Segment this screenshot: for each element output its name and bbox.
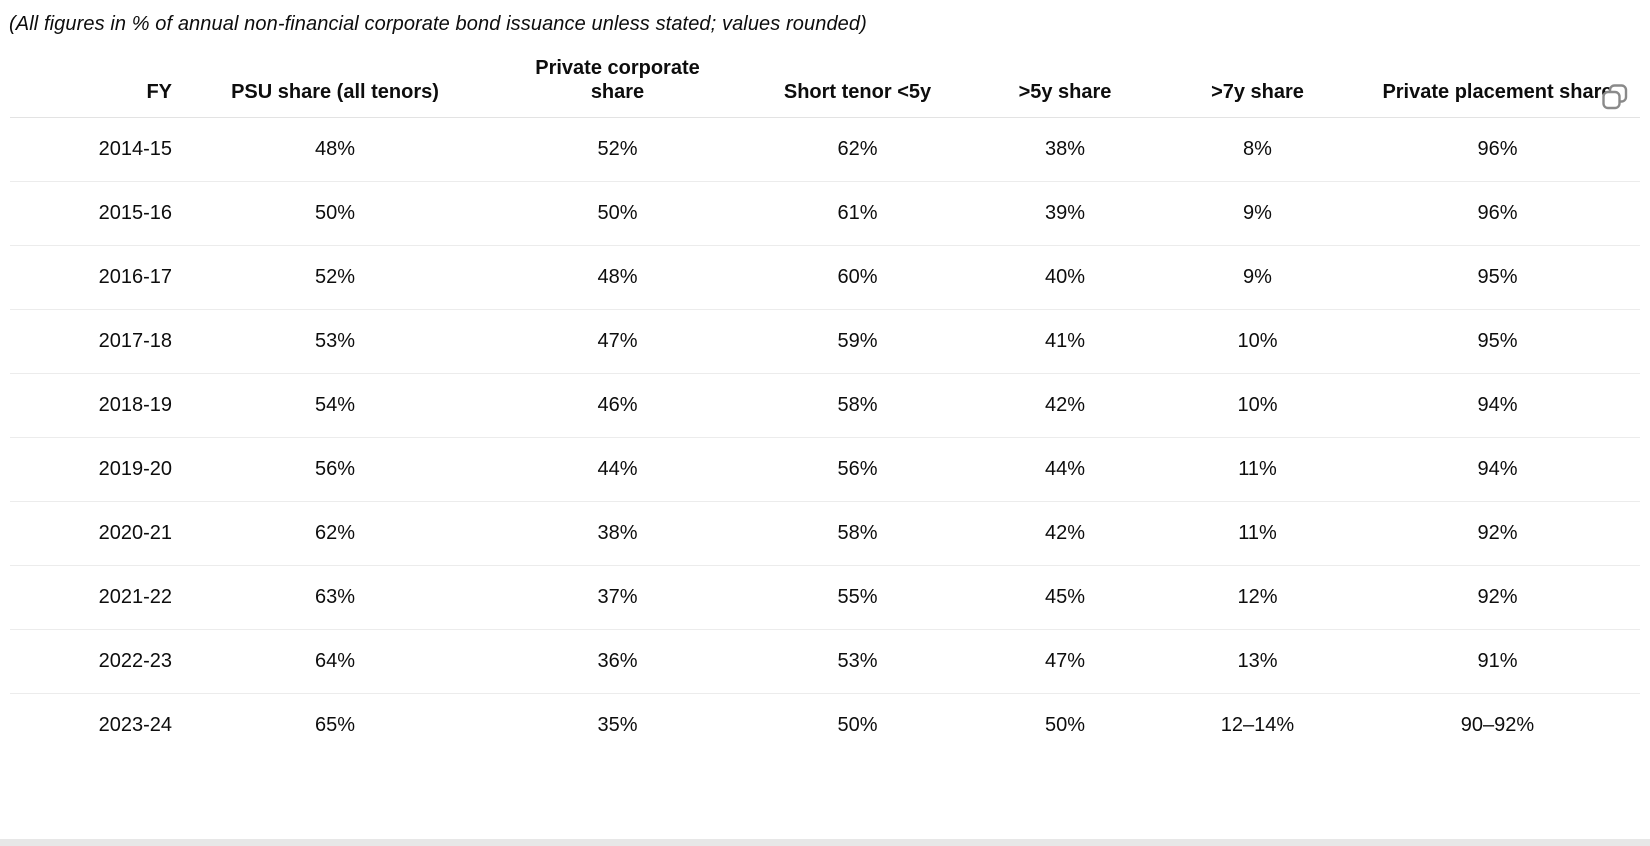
table-cell: 50% [180, 181, 490, 247]
column-header: Private corporate share [490, 53, 745, 119]
table-cell: 2014-15 [10, 117, 180, 183]
table-row: 2016-17 52% 48% 60% 40% 9% 95% [10, 245, 1640, 311]
table-cell: 11% [1160, 501, 1355, 567]
header-row: FY PSU share (all tenors) Private corporat… [10, 53, 1640, 119]
table-cell: 11% [1160, 437, 1355, 503]
table-cell: 41% [970, 309, 1160, 375]
table-cell: 44% [490, 437, 745, 503]
table-cell: 56% [745, 437, 970, 503]
table-cell: 38% [970, 117, 1160, 183]
table-cell: 92% [1355, 565, 1640, 631]
copy-icon [1602, 84, 1628, 110]
table-cell: 13% [1160, 629, 1355, 695]
table-cell: 65% [314, 714, 356, 737]
table-row: 2018-19 54% 46% 58% 42% 10% 94% [10, 373, 1640, 439]
table-cell: 50% [837, 714, 878, 737]
table-row: 2020-21 62% 38% 58% 42% 11% 92% [10, 501, 1640, 567]
table-cell: 12% [1160, 565, 1355, 631]
table-cell: 35% [597, 714, 638, 737]
table-row: 2021-22 63% 37% 55% 45% 12% 92% [10, 565, 1640, 631]
table-cell: 96% [1355, 117, 1640, 183]
table-cell: 2021-22 [10, 565, 180, 631]
table-cell: 2016-17 [10, 245, 180, 311]
table-cell: 96% [1355, 181, 1640, 247]
table-cell: 53% [745, 629, 970, 695]
table-row: 2014-15 48% 52% 62% 38% 8% 96% [10, 117, 1640, 183]
table-cell: 38% [490, 501, 745, 567]
table-cell: 47% [490, 309, 745, 375]
column-header: Private placement share [1355, 53, 1640, 119]
table-row: 2019-20 56% 44% 56% 44% 11% 94% [10, 437, 1640, 503]
table-cell: 95% [1355, 245, 1640, 311]
column-header: FY [10, 53, 180, 119]
data-table: FY PSU share (all tenors) Private corporat… [10, 53, 1640, 758]
table-body: 2014-15 48% 52% 62% 38% 8% 96% 2015-16 50% 50% 61%… [10, 117, 1640, 758]
column-header: >7y share [1160, 53, 1355, 119]
column-header-text: Private corporate share [535, 57, 700, 103]
table-cell: 53% [180, 309, 490, 375]
table-cell: 42% [970, 501, 1160, 567]
table-row: 2015-16 50% 50% 61% 39% 9% 96% [10, 181, 1640, 247]
table-cell: 2019-20 [10, 437, 180, 503]
table-cell: 94% [1355, 373, 1640, 439]
bottom-divider [0, 839, 1650, 846]
table-caption: (All figures in % of annual non-financia… [9, 13, 867, 35]
table-cell: 2018-19 [10, 373, 180, 439]
table-cell: 50% [1044, 714, 1086, 737]
table-cell: 60% [745, 245, 970, 311]
table-cell: 12–14% [1220, 714, 1295, 737]
table-cell: 36% [490, 629, 745, 695]
table-cell: 61% [745, 181, 970, 247]
column-header: PSU share (all tenors) [180, 53, 490, 119]
table-cell: 9% [1160, 245, 1355, 311]
table-row: 2023-24 65% 35% 50% 50% 12–14% 90–92% [10, 694, 1640, 758]
table-cell: 9% [1160, 181, 1355, 247]
table-cell: 58% [745, 373, 970, 439]
table-row: 2017-18 53% 47% 59% 41% 10% 95% [10, 309, 1640, 375]
table-cell: 62% [180, 501, 490, 567]
table-cell: 47% [970, 629, 1160, 695]
table-cell: 54% [180, 373, 490, 439]
table-cell: 91% [1355, 629, 1640, 695]
table-cell: 40% [970, 245, 1160, 311]
table-cell: 92% [1355, 501, 1640, 567]
table-header: FY PSU share (all tenors) Private corporat… [10, 53, 1640, 119]
table-cell: 50% [490, 181, 745, 247]
table-cell: 8% [1160, 117, 1355, 183]
table-cell: 94% [1355, 437, 1640, 503]
table-cell: 44% [970, 437, 1160, 503]
table-cell: 52% [180, 245, 490, 311]
table-cell: 2022-23 [10, 629, 180, 695]
copy-table-button[interactable] [1600, 82, 1630, 112]
table-cell: 37% [490, 565, 745, 631]
table-cell: 45% [970, 565, 1160, 631]
table-cell: 90–92% [1460, 714, 1535, 737]
table-cell: 48% [490, 245, 745, 311]
table-cell: 55% [745, 565, 970, 631]
table-cell: 2020-21 [10, 501, 180, 567]
table-cell: 48% [180, 117, 490, 183]
table-cell: 63% [180, 565, 490, 631]
table-cell: 58% [745, 501, 970, 567]
table-cell: 2015-16 [10, 181, 180, 247]
table-cell: 56% [180, 437, 490, 503]
table-cell: 2017-18 [10, 309, 180, 375]
table-cell: 64% [180, 629, 490, 695]
table-cell: 46% [490, 373, 745, 439]
column-header: Short tenor <5y [745, 53, 970, 119]
column-header: >5y share [970, 53, 1160, 119]
table-cell: 95% [1355, 309, 1640, 375]
table-cell: 52% [490, 117, 745, 183]
table-cell: 39% [970, 181, 1160, 247]
table-cell: 10% [1160, 309, 1355, 375]
table-cell: 59% [745, 309, 970, 375]
table-cell: 62% [745, 117, 970, 183]
table-cell: 42% [970, 373, 1160, 439]
table-cell: 10% [1160, 373, 1355, 439]
table-cell: 2023-24 [98, 714, 172, 737]
table-row: 2022-23 64% 36% 53% 47% 13% 91% [10, 629, 1640, 695]
